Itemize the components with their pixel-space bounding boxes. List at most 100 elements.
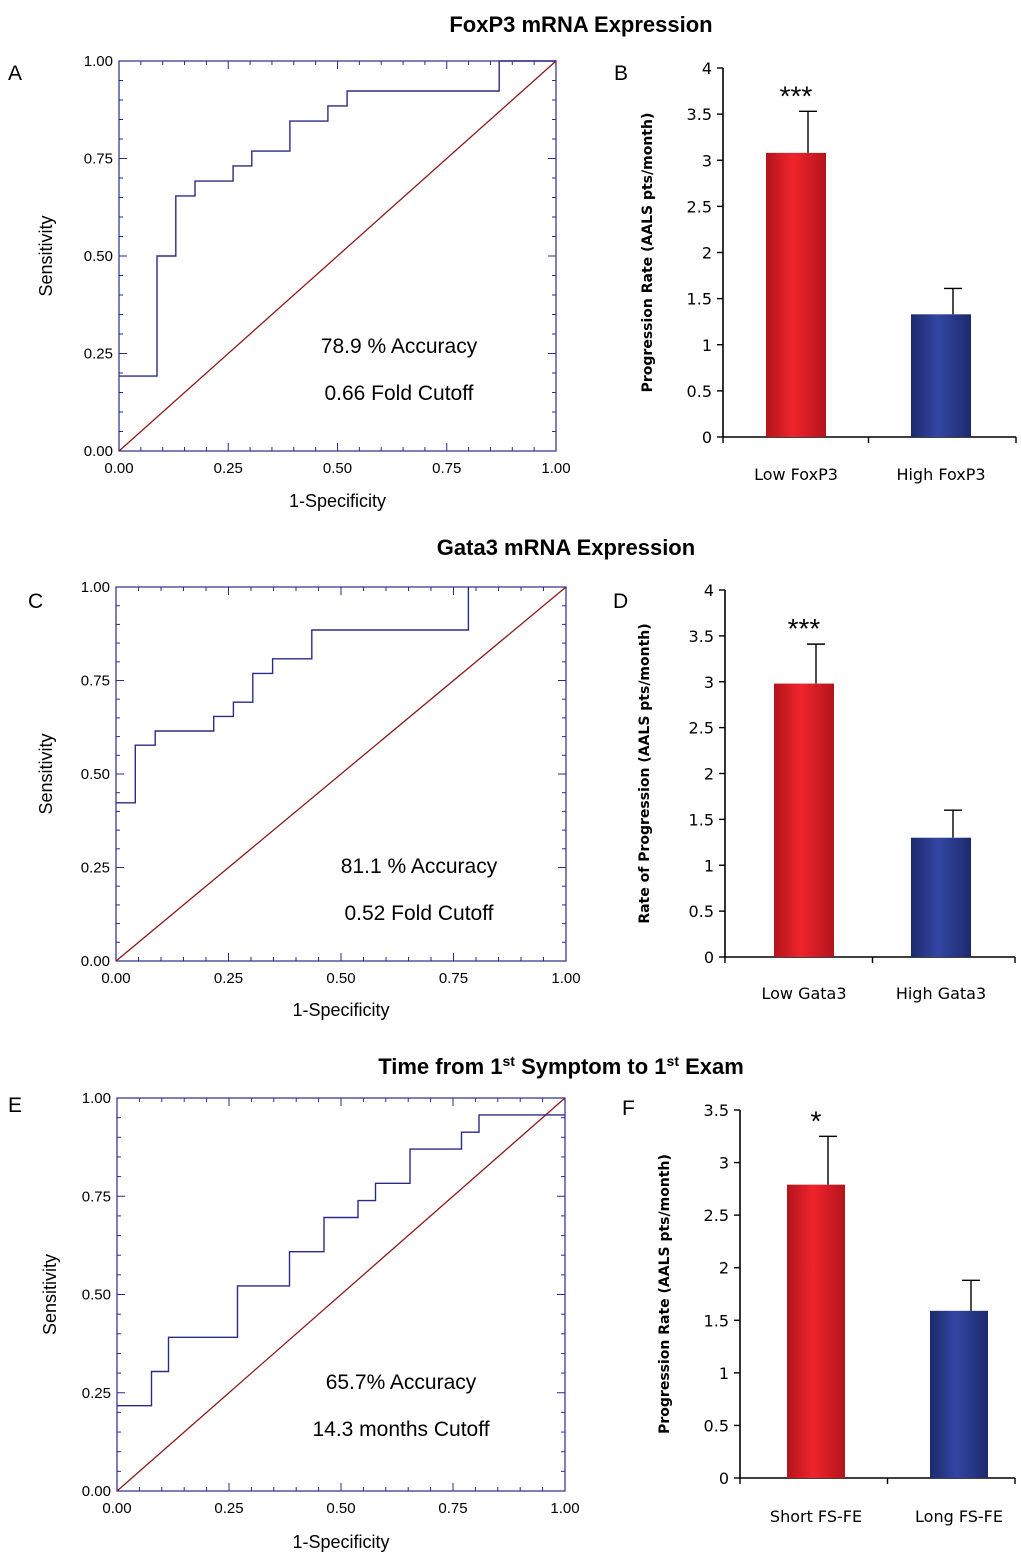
- y-tick-label: 3.5: [704, 1101, 729, 1120]
- category-label: High FoxP3: [896, 465, 985, 484]
- bar-low: [787, 1184, 845, 1478]
- y-tick-label: 3: [702, 151, 712, 170]
- x-axis-label: 1-Specificity: [292, 1000, 389, 1020]
- y-tick-label: 1: [702, 336, 712, 355]
- x-tick-label: 0.50: [326, 970, 355, 987]
- reference-diagonal-line: [118, 60, 557, 452]
- x-tick-label: 0.00: [104, 460, 133, 477]
- x-tick-label: 0.75: [438, 1500, 467, 1517]
- y-axis-label: Sensitivity: [40, 1254, 60, 1335]
- y-tick-label: 0.5: [704, 1416, 729, 1435]
- x-tick-label: 1.00: [541, 460, 570, 477]
- y-tick-label: 1: [704, 856, 714, 875]
- y-tick-label: 2.5: [689, 719, 714, 738]
- x-tick-label: 0.00: [102, 1500, 131, 1517]
- accuracy-annotation: 78.9 % Accuracy: [321, 335, 478, 358]
- y-tick-label: 0.00: [82, 1483, 111, 1500]
- title-sup-2: st: [667, 1053, 680, 1069]
- reference-diagonal-line: [115, 586, 567, 962]
- roc-chart-a: 0.000.00 0.25 0.25 0.50 0.50 0.75 0.75 1.00 1.00…: [36, 53, 571, 511]
- section-title-time: Time from 1st Symptom to 1st Exam: [378, 1053, 744, 1079]
- bar-high: [911, 837, 971, 957]
- y-tick-label: 0.50: [81, 766, 110, 783]
- x-axis-label: 1-Specificity: [289, 491, 386, 511]
- y-tick-label: 0.5: [689, 902, 714, 921]
- x-tick-label: 0.75: [439, 970, 468, 987]
- roc-curve-line: [116, 587, 470, 804]
- bar-high: [911, 314, 971, 437]
- section-title-foxp3: FoxP3 mRNA Expression: [449, 12, 712, 37]
- y-tick-label: 0.25: [84, 346, 113, 363]
- significance-marker: ***: [780, 80, 813, 111]
- x-axis-label: 1-Specificity: [292, 1532, 389, 1552]
- y-tick-label: 1: [719, 1364, 729, 1383]
- y-axis-label: Sensitivity: [36, 733, 56, 814]
- y-axis-label: Rate of Progression (AALS pts/month): [637, 623, 653, 923]
- y-tick-label: 1.5: [704, 1311, 729, 1330]
- y-tick-label: 3.5: [689, 627, 714, 646]
- y-tick-label: 0.75: [82, 1188, 111, 1205]
- y-axis-label: Progression Rate (AALS pts/month): [657, 1154, 673, 1434]
- y-tick-label: 0.75: [81, 673, 110, 690]
- reference-diagonal-line: [116, 1097, 566, 1492]
- x-tick-label: 0.50: [326, 1500, 355, 1517]
- y-tick-label: 3.5: [687, 105, 712, 124]
- y-tick-label: 3: [704, 673, 714, 692]
- y-tick-label: 0.00: [81, 953, 110, 970]
- bar-high: [930, 1310, 988, 1478]
- y-tick-label: 3: [719, 1154, 729, 1173]
- bar-chart-d: 0 0.5 1 1.5 2 2.5 3 3.5 4 Low Gata3 *** High Gata3 R…: [637, 581, 1016, 1003]
- panel-letter-a: A: [8, 62, 22, 85]
- y-tick-label: 2: [704, 765, 714, 784]
- category-label: Long FS-FE: [915, 1507, 1003, 1526]
- y-tick-label: 1.00: [84, 53, 113, 70]
- y-tick-label: 0.50: [82, 1287, 111, 1304]
- x-tick-label: 0.50: [323, 460, 352, 477]
- category-label: High Gata3: [896, 984, 986, 1003]
- x-tick-label: 0.75: [432, 460, 461, 477]
- panel-letter-b: B: [614, 62, 628, 85]
- y-tick-label: 2.5: [687, 197, 712, 216]
- category-label: Low Gata3: [761, 984, 846, 1003]
- y-tick-label: 0.75: [84, 151, 113, 168]
- y-tick-label: 4: [704, 581, 714, 600]
- y-tick-label: 0.25: [81, 860, 110, 877]
- category-label: Short FS-FE: [770, 1507, 862, 1526]
- title-sup-1: st: [503, 1053, 516, 1069]
- y-tick-label: 0: [702, 428, 712, 447]
- y-tick-label: 0: [719, 1469, 729, 1488]
- panel-letter-e: E: [8, 1094, 22, 1117]
- y-axis-label: Progression Rate (AALS pts/month): [640, 113, 656, 393]
- cutoff-annotation: 14.3 months Cutoff: [312, 1418, 489, 1441]
- significance-marker: *: [811, 1105, 822, 1136]
- roc-chart-e: 0.000.00 0.25 0.25 0.50 0.50 0.75 0.75 1.00 1.00…: [40, 1090, 580, 1552]
- title-part-2: Symptom to 1: [515, 1054, 667, 1079]
- significance-marker: ***: [788, 613, 821, 644]
- title-part-1: Time from 1: [378, 1054, 502, 1079]
- y-tick-label: 1.00: [82, 1090, 111, 1107]
- x-tick-label: 0.25: [214, 970, 243, 987]
- roc-curve-line: [119, 60, 556, 377]
- panel-letter-d: D: [613, 590, 628, 613]
- bar-low: [774, 683, 834, 957]
- y-tick-label: 1.00: [81, 579, 110, 596]
- cutoff-annotation: 0.52 Fold Cutoff: [344, 902, 493, 925]
- y-tick-label: 4: [702, 59, 712, 78]
- panel-letter-f: F: [622, 1097, 635, 1120]
- roc-curve-line: [117, 1114, 565, 1407]
- x-tick-label: 0.25: [214, 1500, 243, 1517]
- y-tick-label: 2: [702, 244, 712, 263]
- y-tick-label: 1.5: [687, 290, 712, 309]
- y-tick-label: 1.5: [689, 810, 714, 829]
- section-title-gata3: Gata3 mRNA Expression: [437, 535, 695, 560]
- y-tick-label: 0.50: [84, 248, 113, 265]
- y-tick-label: 2.5: [704, 1206, 729, 1225]
- cutoff-annotation: 0.66 Fold Cutoff: [324, 382, 473, 405]
- title-part-3: Exam: [679, 1054, 744, 1079]
- accuracy-annotation: 65.7% Accuracy: [326, 1371, 477, 1394]
- accuracy-annotation: 81.1 % Accuracy: [341, 855, 498, 878]
- roc-chart-c: 0.000.00 0.25 0.25 0.50 0.50 0.75 0.75 1.00 1.00…: [36, 579, 581, 1020]
- bar-chart-b: 0 0.5 1 1.5 2 2.5 3 3.5 4 Low FoxP3 *** High FoxP3 P…: [640, 59, 1017, 484]
- x-tick-label: 0.00: [101, 970, 130, 987]
